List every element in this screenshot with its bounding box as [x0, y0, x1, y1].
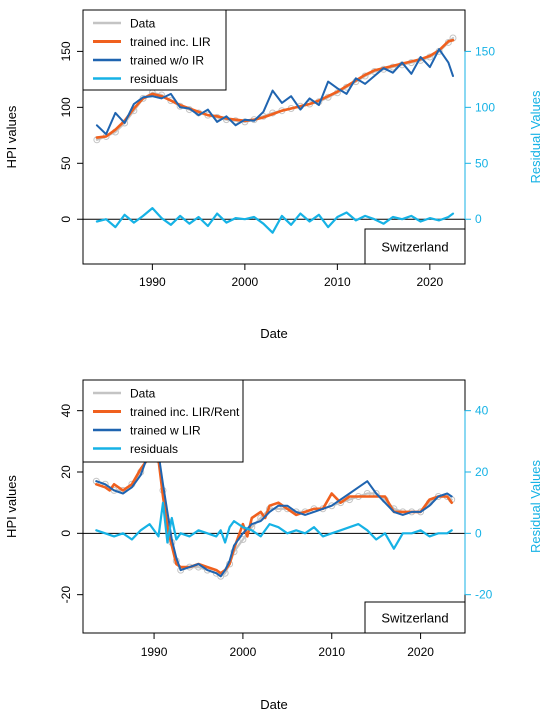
x-tick-label: 1990 — [139, 275, 166, 289]
data-point — [239, 535, 247, 543]
legend-label: Data — [130, 17, 156, 31]
legend-label: Data — [130, 387, 156, 401]
legend-label: trained inc. LIR — [130, 35, 211, 49]
x-tick-label: 1990 — [141, 645, 168, 659]
x-tick-label: 2000 — [232, 275, 259, 289]
x-tick-label: 2000 — [230, 645, 257, 659]
y2-tick-label: -20 — [475, 588, 493, 602]
x-tick-label: 2010 — [324, 275, 351, 289]
country-box — [364, 601, 466, 634]
y2-tick-label: 20 — [475, 465, 489, 479]
country-label: Switzerland — [381, 611, 448, 626]
x-axis-label: Date — [260, 326, 287, 341]
y-tick-label: 50 — [59, 156, 73, 170]
y-axis-label: HPI values — [4, 105, 19, 168]
series-trained-w-o-ir — [95, 48, 454, 136]
series-line — [95, 207, 455, 234]
y2-tick-label: 150 — [475, 44, 495, 58]
y-tick-label: 0 — [59, 216, 73, 223]
x-tick-label: 2010 — [318, 645, 345, 659]
x-tick-label: 2020 — [407, 645, 434, 659]
y2-tick-label: 50 — [475, 156, 489, 170]
series-trained-inc-lir — [95, 38, 455, 139]
legend-label: residuals — [130, 72, 178, 86]
series-line — [95, 48, 454, 136]
series-line — [95, 501, 453, 550]
y2-tick-label: 100 — [475, 100, 495, 114]
y2-axis-label: Residual Values — [528, 90, 543, 183]
x-axis-label: Date — [260, 697, 287, 712]
x-tick-label: 2020 — [417, 275, 444, 289]
legend: Data trained inc. LIR trained w/o IR residu… — [82, 9, 227, 91]
y-tick-label: 100 — [59, 97, 73, 117]
series-residuals — [95, 501, 453, 550]
series-line — [95, 38, 455, 139]
y2-tick-label: 0 — [475, 212, 482, 226]
series-line — [95, 449, 453, 578]
y-tick-label: 150 — [59, 41, 73, 61]
y-tick-label: -20 — [59, 586, 73, 604]
y-tick-label: 0 — [59, 530, 73, 537]
y2-tick-label: 40 — [475, 404, 489, 418]
chart-panel-1: 1990 2000 2010 2020 0 50 100 150 0 50 100 150 Date HP… — [4, 9, 543, 341]
y2-tick-label: 0 — [475, 526, 482, 540]
series-line — [95, 449, 454, 575]
y-tick-label: 20 — [59, 465, 73, 479]
legend-label: residuals — [130, 442, 178, 456]
series-line — [95, 452, 453, 578]
legend: Data trained inc. LIR/Rent trained w LIR re… — [82, 379, 244, 463]
series-trained-inc-lir-rent — [95, 449, 454, 575]
country-label: Switzerland — [381, 240, 448, 255]
y-tick-label: 40 — [59, 404, 73, 418]
y-axis-label: HPI values — [4, 475, 19, 538]
legend-label: trained w/o IR — [130, 54, 204, 68]
series-trained-w-lir — [95, 449, 453, 578]
legend-label: trained w LIR — [130, 424, 201, 438]
country-box — [364, 228, 466, 265]
legend-label: trained inc. LIR/Rent — [130, 405, 240, 419]
series-residuals — [95, 207, 455, 234]
y2-axis-label: Residual Values — [528, 460, 543, 553]
chart-panel-2: 1990 2000 2010 2020 -20 0 20 40 -20 0 20 40 Date HPI … — [4, 379, 543, 712]
